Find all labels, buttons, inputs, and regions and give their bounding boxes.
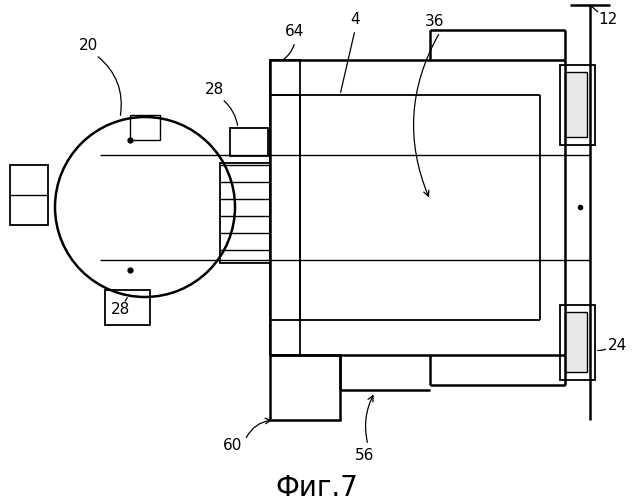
Text: 24: 24 (608, 338, 627, 352)
Text: 12: 12 (598, 12, 617, 27)
Text: 56: 56 (356, 448, 375, 462)
Text: 36: 36 (425, 14, 444, 30)
Bar (270, 320, 300, 355)
Bar (10, 165, 48, 225)
Bar (130, 115, 160, 140)
Text: 4: 4 (350, 12, 360, 28)
Bar (105, 290, 150, 325)
Text: 20: 20 (78, 38, 98, 52)
Bar (565, 72, 587, 137)
Bar (560, 65, 595, 145)
Text: 28: 28 (205, 82, 225, 98)
Bar (560, 305, 595, 380)
Bar (565, 312, 587, 372)
Bar (230, 128, 268, 156)
Bar (270, 60, 300, 95)
Text: 28: 28 (110, 302, 130, 318)
Text: 64: 64 (285, 24, 305, 40)
Bar (220, 163, 270, 263)
Text: Фиг.7: Фиг.7 (276, 474, 358, 500)
Text: 60: 60 (224, 438, 243, 452)
Bar (270, 355, 340, 420)
